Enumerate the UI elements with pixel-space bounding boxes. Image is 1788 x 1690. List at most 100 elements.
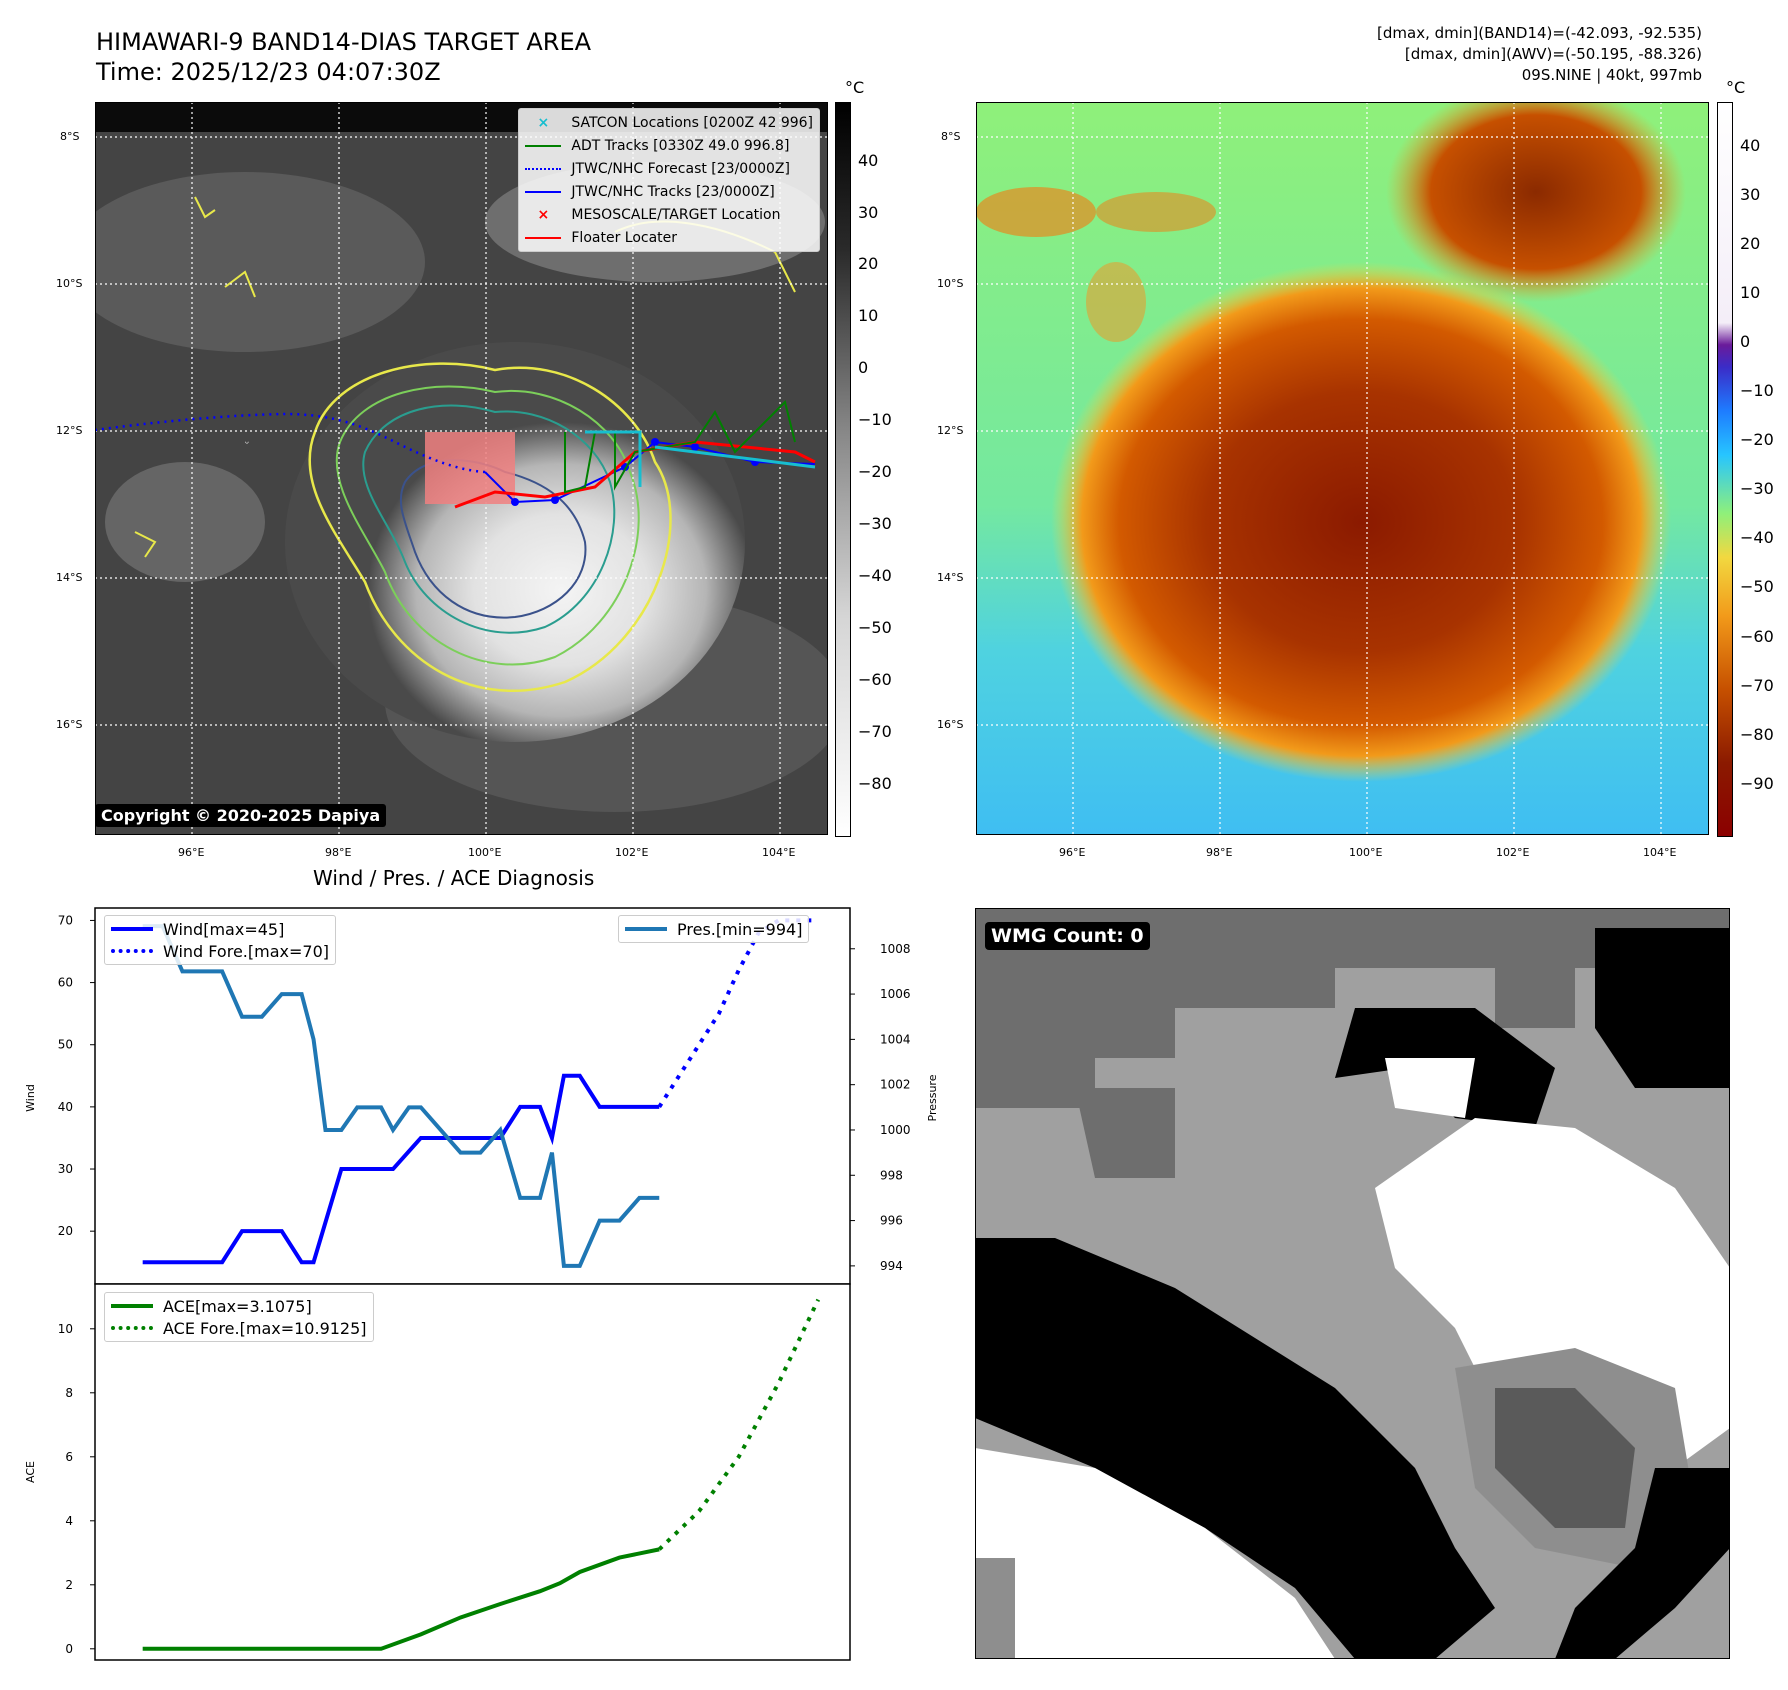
lon-label: 102°E [615, 846, 649, 859]
lon-label: 96°E [1059, 846, 1086, 859]
legend-ace-fore-label: ACE Fore.[max=10.9125] [163, 1318, 367, 1338]
diagnosis-chart: 2030405060709949969981000100210041006100… [24, 907, 939, 1661]
wind-ytick-label: 30 [58, 1162, 73, 1176]
pressure-ytick-label: 1006 [880, 987, 911, 1001]
lat-label: 8°S [60, 130, 80, 143]
lon-label: 98°E [325, 846, 352, 859]
color-colorbar [1717, 102, 1733, 837]
ace-ytick-label: 6 [65, 1450, 73, 1464]
gray-colorbar-unit: °C [845, 78, 865, 97]
colorbar-tick-label: 0 [858, 358, 869, 378]
wmg-image [975, 908, 1730, 1659]
wind-ytick-label: 50 [58, 1038, 73, 1052]
legend-ace-line [111, 1304, 153, 1308]
series-line [142, 1547, 660, 1651]
legend-pressure: Pres.[min=994] [625, 918, 802, 940]
colorbar-tick-label: 20 [858, 254, 879, 274]
wmg-count-label: WMG Count: 0 [985, 922, 1150, 950]
ace-ytick-label: 2 [65, 1578, 73, 1592]
legend-floater: Floater Locater [525, 226, 813, 249]
ace-ytick-label: 0 [65, 1642, 73, 1656]
lat-label: 16°S [937, 718, 964, 731]
legend-ace-fore-line [111, 1326, 153, 1330]
awv-map-image [976, 82, 1709, 835]
colorbar-tick-label: 30 [1740, 185, 1761, 205]
colorbar-tick-label: −20 [858, 462, 892, 482]
pressure-ytick-label: 1008 [880, 942, 911, 956]
wind-ytick-label: 40 [58, 1100, 73, 1114]
map-legend: × SATCON Locations [0200Z 42 996] ADT Tra… [518, 108, 820, 252]
wind-axis-label: Wind [24, 1084, 37, 1112]
legend-wind-fore-line [111, 949, 153, 953]
stats-band14: [dmax, dmin](BAND14)=(-42.093, -92.535) [1377, 24, 1702, 42]
colorbar-tick-label: −10 [858, 410, 892, 430]
legend-tracks-line [525, 190, 562, 193]
colorbar-tick-label: 30 [858, 202, 879, 222]
legend-adt-label: ADT Tracks [0330Z 49.0 996.8] [571, 137, 790, 154]
lat-label: 8°S [941, 130, 961, 143]
colorbar-tick-label: −10 [1740, 381, 1774, 401]
ace-ytick-label: 8 [65, 1386, 73, 1400]
lon-label: 100°E [468, 846, 502, 859]
lat-label: 12°S [937, 424, 964, 437]
svg-text:ᵕ: ᵕ [245, 439, 249, 450]
stats-awv: [dmax, dmin](AWV)=(-50.195, -88.326) [1404, 45, 1702, 63]
pressure-axis-label: Pressure [926, 1074, 939, 1121]
pressure-legend: Pres.[min=994] [618, 915, 810, 943]
band14-map: ᵕ Copyright © 2020-2025 Dapiya × SATCON L… [65, 102, 845, 835]
ace-legend: ACE[max=3.1075] ACE Fore.[max=10.9125] [104, 1292, 374, 1342]
legend-forecast-label: JTWC/NHC Forecast [23/0000Z] [571, 160, 790, 177]
legend-target-label: MESOSCALE/TARGET Location [571, 206, 781, 223]
ace-axis-label: ACE [24, 1461, 37, 1483]
lon-label: 100°E [1349, 846, 1383, 859]
legend-wind-fore-label: Wind Fore.[max=70] [163, 941, 329, 961]
colorbar-tick-label: 40 [858, 150, 879, 170]
legend-floater-line [525, 236, 562, 239]
gray-colorbar [835, 102, 851, 837]
figure-title: HIMAWARI-9 BAND14-DIAS TARGET AREA [96, 28, 592, 56]
pressure-ytick-label: 994 [880, 1259, 903, 1273]
lat-label: 10°S [937, 277, 964, 290]
lon-label: 102°E [1496, 846, 1530, 859]
colorbar-tick-label: −70 [858, 721, 892, 741]
series-line [142, 924, 660, 1268]
pressure-ytick-label: 998 [880, 1168, 903, 1182]
pressure-ytick-label: 1000 [880, 1123, 911, 1137]
lat-label: 14°S [56, 571, 83, 584]
legend-ace-fore: ACE Fore.[max=10.9125] [111, 1317, 367, 1339]
colorbar-tick-label: 10 [1740, 283, 1761, 303]
pressure-ytick-label: 1004 [880, 1032, 911, 1046]
awv-map [976, 82, 1709, 835]
lon-label: 104°E [762, 846, 796, 859]
lon-label: 104°E [1643, 846, 1677, 859]
ace-ytick-label: 4 [65, 1514, 73, 1528]
legend-adt: ADT Tracks [0330Z 49.0 996.8] [525, 134, 813, 157]
legend-tracks-label: JTWC/NHC Tracks [23/0000Z] [571, 183, 775, 200]
legend-adt-line [525, 144, 562, 147]
legend-wind-line [111, 927, 153, 931]
ace-axes-frame [94, 1283, 851, 1661]
ace-ytick-label: 10 [58, 1322, 73, 1336]
legend-ace-label: ACE[max=3.1075] [163, 1296, 312, 1316]
colorbar-tick-label: 0 [1740, 332, 1751, 352]
colorbar-tick-label: −60 [1740, 626, 1774, 646]
figure-time: Time: 2025/12/23 04:07:30Z [96, 58, 441, 86]
lat-label: 14°S [937, 571, 964, 584]
colorbar-tick-label: −50 [1740, 577, 1774, 597]
pressure-ytick-label: 1002 [880, 1078, 911, 1092]
storm-info: 09S.NINE | 40kt, 997mb [1521, 66, 1702, 84]
legend-target-marker: × [537, 206, 550, 223]
legend-wind-label: Wind[max=45] [163, 919, 285, 939]
colorbar-tick-label: −30 [1740, 479, 1774, 499]
legend-forecast-line [525, 167, 562, 170]
color-colorbar-unit: °C [1726, 78, 1746, 97]
colorbar-tick-label: 40 [1740, 135, 1761, 155]
lat-label: 12°S [56, 424, 83, 437]
colorbar-tick-label: −20 [1740, 430, 1774, 450]
lat-label: 16°S [56, 718, 83, 731]
wind-ytick-label: 60 [58, 976, 73, 990]
legend-satcon: × SATCON Locations [0200Z 42 996] [525, 111, 814, 134]
colorbar-tick-label: 20 [1740, 234, 1761, 254]
legend-forecast: JTWC/NHC Forecast [23/0000Z] [525, 157, 813, 180]
lon-label: 96°E [178, 846, 205, 859]
